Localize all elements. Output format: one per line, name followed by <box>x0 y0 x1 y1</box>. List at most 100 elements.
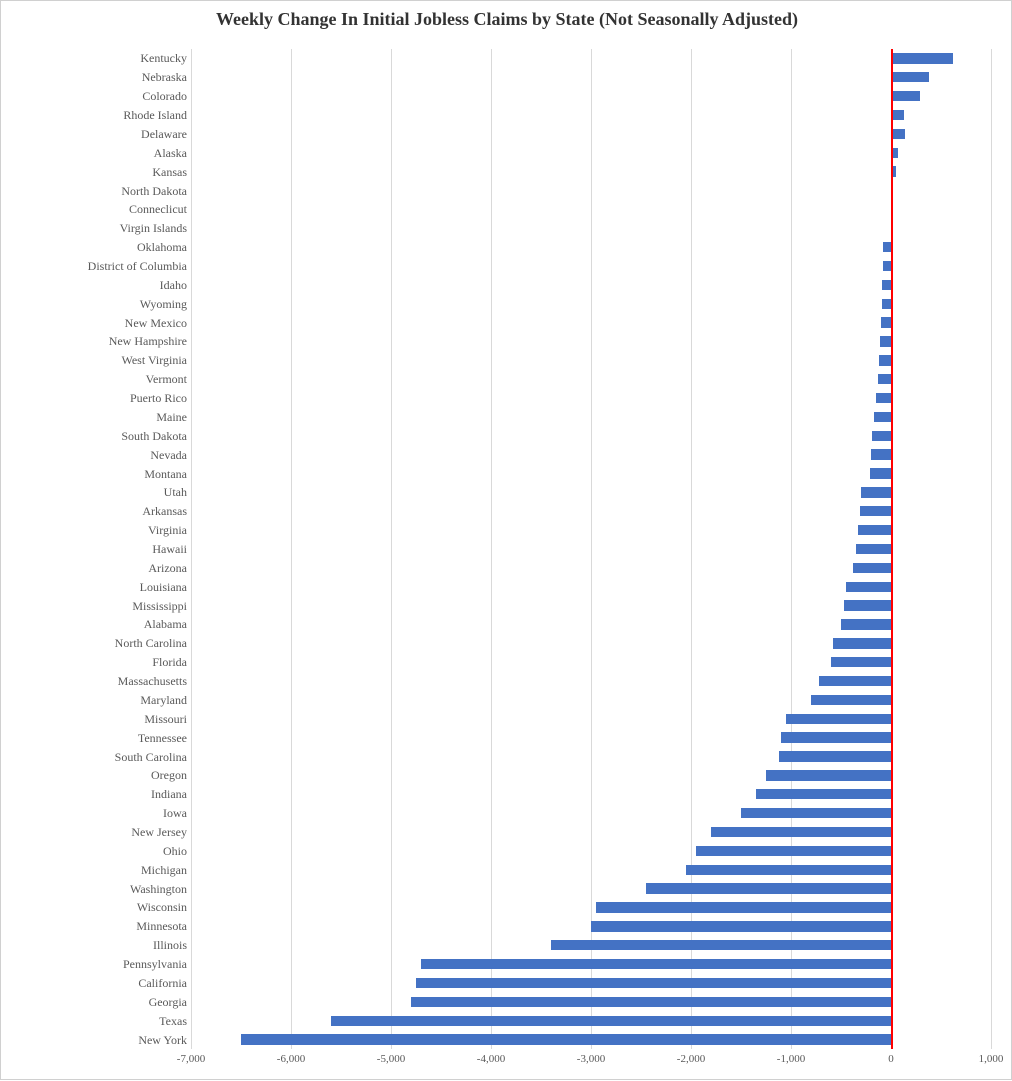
bar <box>766 770 891 780</box>
y-axis-label: Oklahoma <box>137 241 187 253</box>
gridline <box>491 49 492 1049</box>
x-axis-label: -1,000 <box>777 1053 805 1065</box>
y-axis-label: New York <box>138 1034 187 1046</box>
y-axis-label: Mississippi <box>132 600 187 612</box>
bar <box>841 619 891 629</box>
y-axis-label: Idaho <box>160 279 187 291</box>
y-axis-label: Virgin Islands <box>120 222 187 234</box>
plot-area <box>191 49 991 1049</box>
y-axis-label: California <box>138 977 187 989</box>
y-axis-label: North Dakota <box>121 185 187 197</box>
gridline <box>291 49 292 1049</box>
y-axis-label: Maryland <box>140 694 187 706</box>
y-axis-label: Alabama <box>144 618 187 630</box>
y-axis-label: Oregon <box>151 769 187 781</box>
y-axis-label: Kansas <box>152 166 187 178</box>
y-axis-label: Colorado <box>142 90 187 102</box>
bar <box>421 959 891 969</box>
bar <box>779 751 891 761</box>
bar <box>551 940 891 950</box>
zero-line <box>891 49 893 1049</box>
y-axis-label: Nebraska <box>142 71 187 83</box>
x-axis-label: -7,000 <box>177 1053 205 1065</box>
y-axis-label: Wyoming <box>140 298 187 310</box>
bar <box>591 921 891 931</box>
y-axis-label: Puerto Rico <box>130 392 187 404</box>
bar <box>882 280 891 290</box>
y-axis-label: Rhode Island <box>123 109 187 121</box>
y-axis-label: Missouri <box>144 713 187 725</box>
y-axis-label: Montana <box>144 468 187 480</box>
y-axis-label: Virginia <box>148 524 187 536</box>
y-axis-label: Louisiana <box>140 581 187 593</box>
bar <box>891 129 905 139</box>
bar <box>860 506 891 516</box>
bar <box>881 317 891 327</box>
y-axis-label: Nevada <box>150 449 187 461</box>
y-axis-label: Tennessee <box>138 732 187 744</box>
y-axis-label: Kentucky <box>140 52 187 64</box>
chart-title: Weekly Change In Initial Jobless Claims … <box>1 9 1012 30</box>
bar <box>870 468 891 478</box>
x-axis-label: -2,000 <box>677 1053 705 1065</box>
y-axis-label: Arizona <box>148 562 187 574</box>
y-axis-label: New Mexico <box>125 317 187 329</box>
y-axis-label: Arkansas <box>142 505 187 517</box>
y-axis-label: South Carolina <box>115 751 187 763</box>
bar <box>411 997 891 1007</box>
bar <box>879 355 891 365</box>
bar <box>756 789 891 799</box>
bar <box>883 242 891 252</box>
y-axis-label: Utah <box>164 486 187 498</box>
bar <box>883 261 891 271</box>
bar <box>781 732 891 742</box>
bar <box>891 91 920 101</box>
bar <box>833 638 891 648</box>
y-axis-label: Delaware <box>141 128 187 140</box>
y-axis-label: West Virginia <box>121 354 187 366</box>
bar <box>711 827 891 837</box>
x-axis-label: -5,000 <box>377 1053 405 1065</box>
y-axis-label: Wisconsin <box>137 901 187 913</box>
gridline <box>691 49 692 1049</box>
y-axis-label: Ohio <box>163 845 187 857</box>
y-axis-label: New Jersey <box>131 826 187 838</box>
y-axis-label: Alaska <box>154 147 187 159</box>
y-axis-label: South Dakota <box>121 430 187 442</box>
bar <box>880 336 891 346</box>
bar <box>871 449 891 459</box>
bar <box>811 695 891 705</box>
bar <box>856 544 891 554</box>
y-axis-label: Maine <box>156 411 187 423</box>
bar <box>831 657 891 667</box>
y-axis-label: Minnesota <box>136 920 187 932</box>
bar <box>819 676 891 686</box>
bar <box>416 978 891 988</box>
y-axis-label: Illinois <box>153 939 187 951</box>
gridline <box>591 49 592 1049</box>
gridline <box>991 49 992 1049</box>
y-axis-label: Vermont <box>146 373 187 385</box>
gridline <box>791 49 792 1049</box>
x-axis-label: -3,000 <box>577 1053 605 1065</box>
bar <box>646 883 891 893</box>
bar <box>331 1016 891 1026</box>
bar <box>696 846 891 856</box>
x-axis-label: 0 <box>888 1053 894 1065</box>
bar <box>891 110 904 120</box>
bar <box>846 582 891 592</box>
y-axis-label: North Carolina <box>115 637 187 649</box>
y-axis-label: Washington <box>130 883 187 895</box>
bar <box>882 299 891 309</box>
y-axis-label: Indiana <box>151 788 187 800</box>
y-axis-label: New Hampshire <box>109 335 187 347</box>
bar <box>858 525 891 535</box>
bar <box>844 600 891 610</box>
x-axis-label: -6,000 <box>277 1053 305 1065</box>
gridline <box>191 49 192 1049</box>
y-axis-label: Georgia <box>149 996 187 1008</box>
y-axis-label: Texas <box>159 1015 187 1027</box>
bar <box>741 808 891 818</box>
bar <box>876 393 891 403</box>
bar <box>891 53 953 63</box>
